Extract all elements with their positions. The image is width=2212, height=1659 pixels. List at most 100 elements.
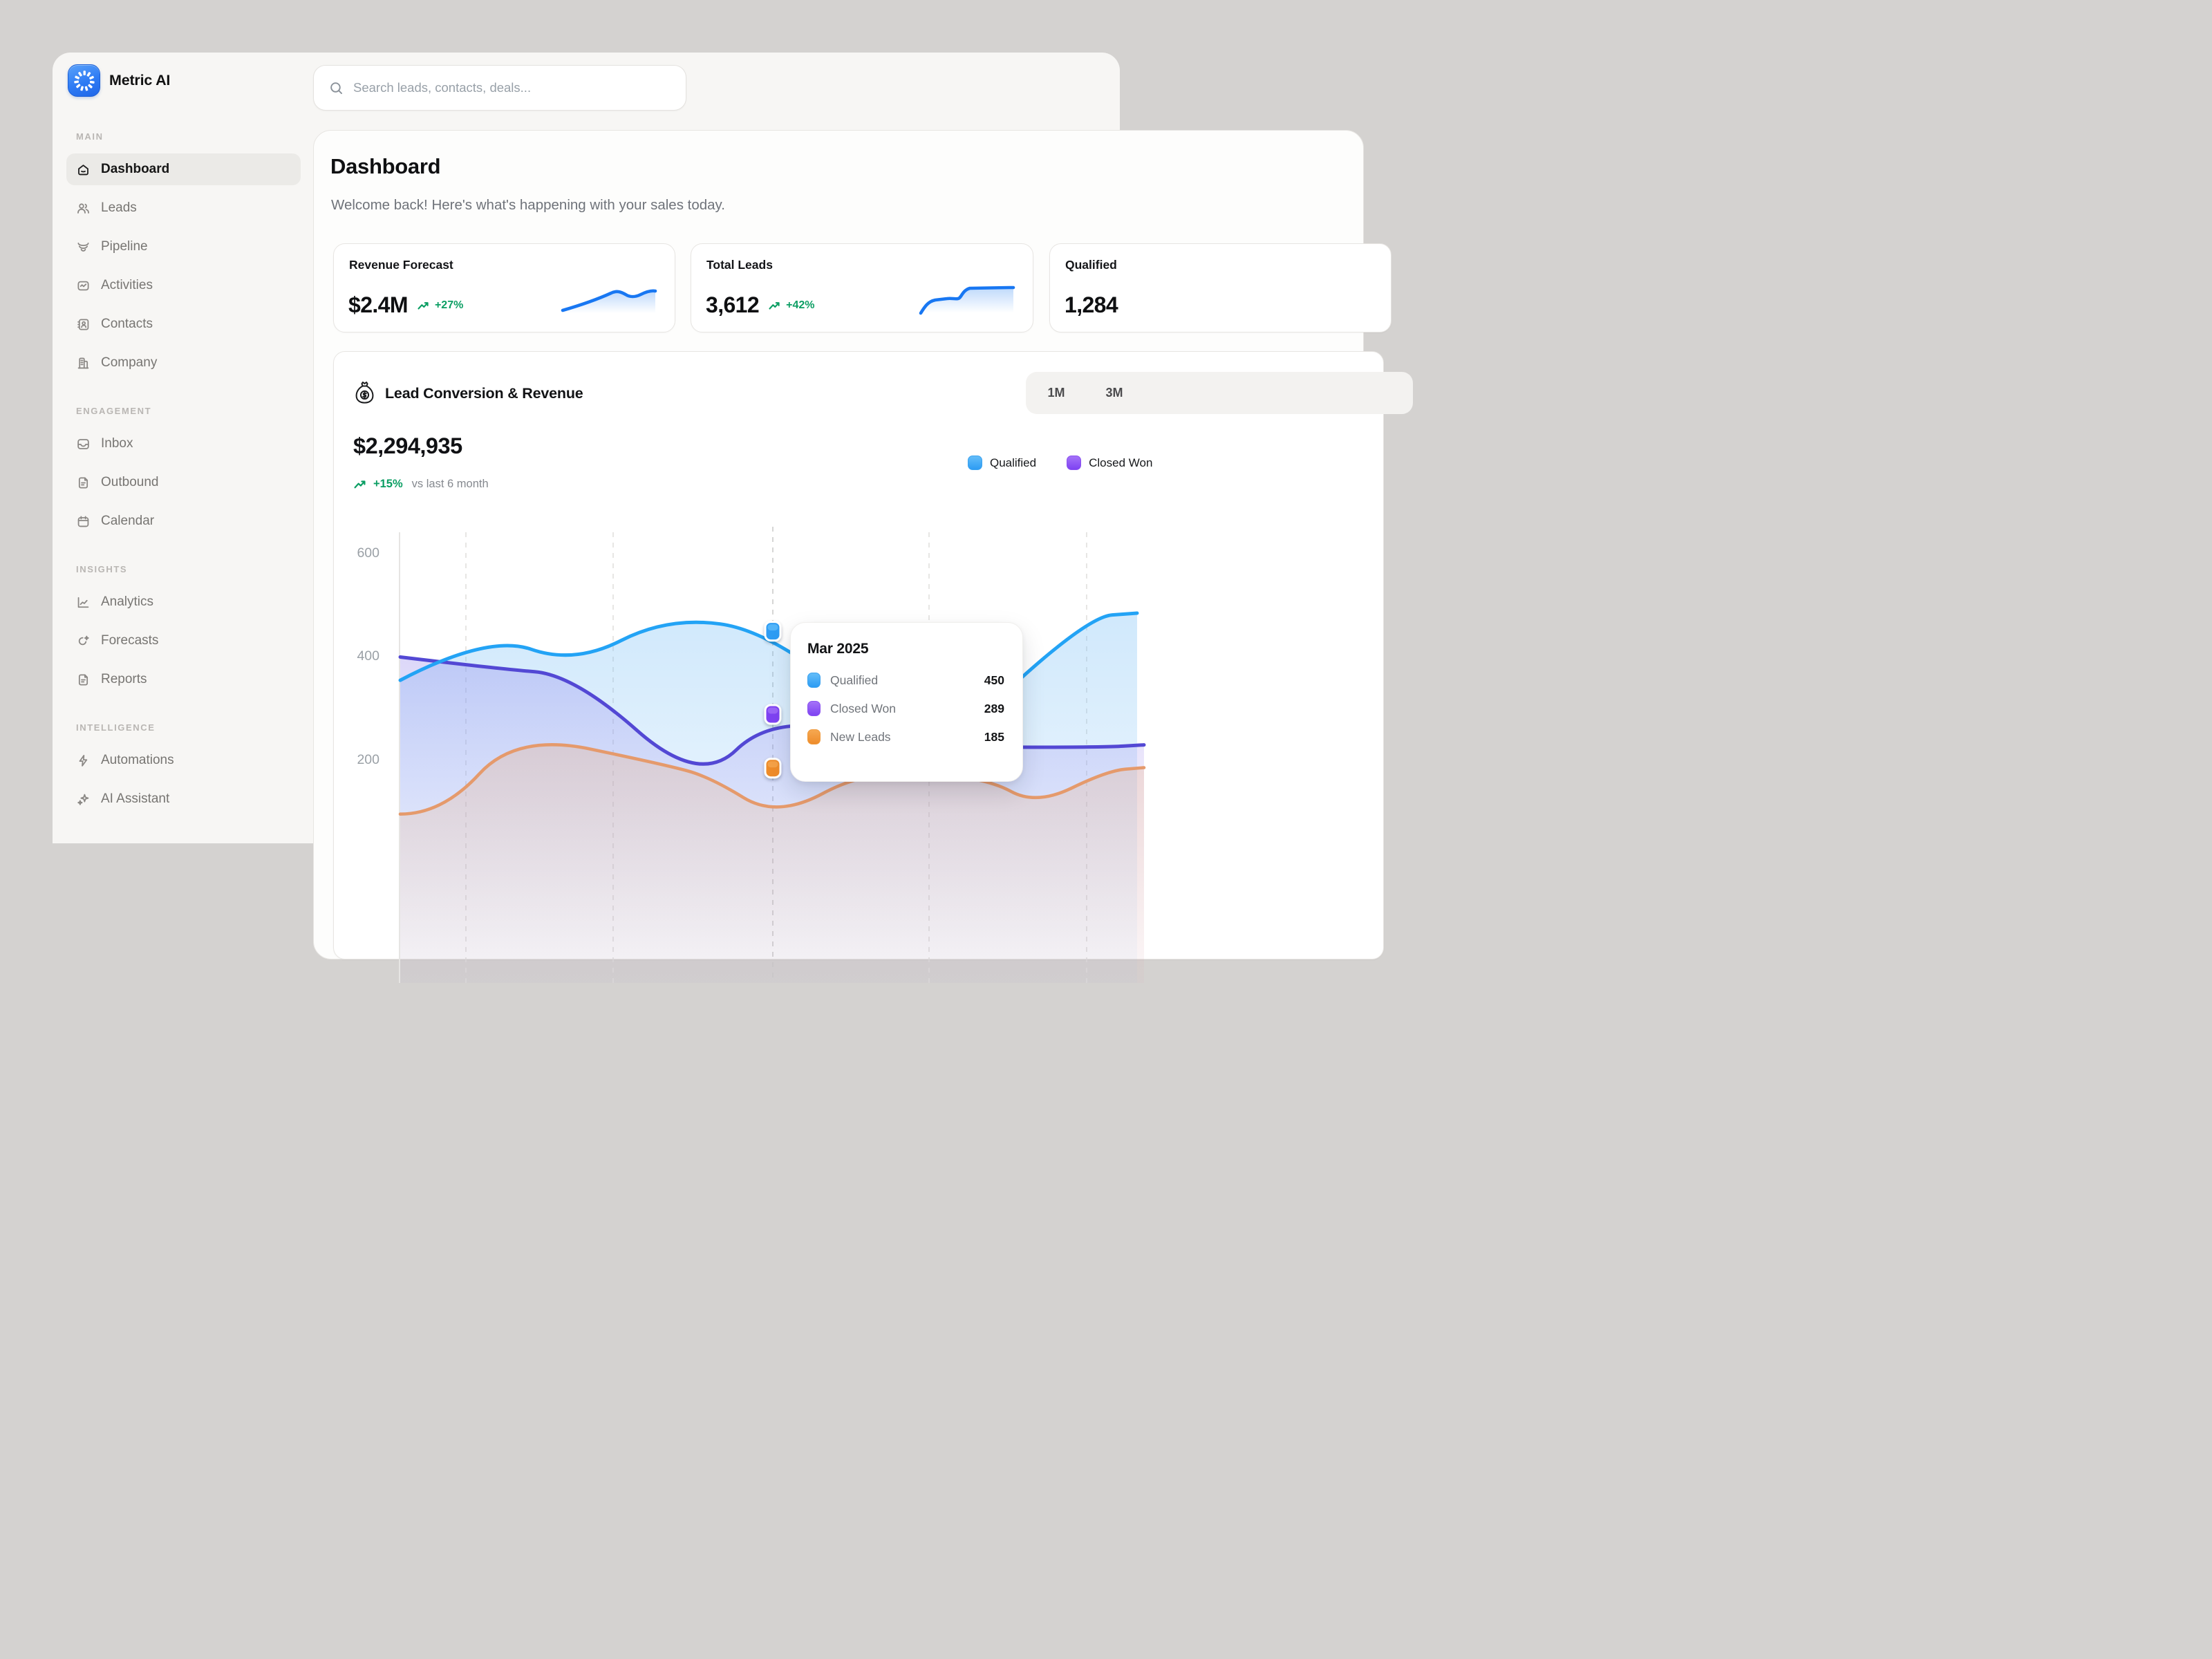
y-axis-label: 400 [357,648,379,664]
doc-lines-icon [76,476,91,490]
kpi-value: 1,284 [1065,292,1118,317]
chart-delta: +15% [373,478,403,490]
tooltip-series-label: Closed Won [830,701,897,715]
chart-legend: Qualified Closed Won [968,456,1152,470]
sidebar-item-leads[interactable]: Leads [66,192,301,224]
sidebar-item-label: Company [101,355,158,370]
kpi-title: Revenue Forecast [349,258,453,272]
sidebar-item-inbox[interactable]: Inbox [66,428,301,460]
nav-section-engagement: ENGAGEMENT Inbox Outbound Calendar [66,406,301,537]
legend-swatch-icon [968,456,982,470]
search-bar[interactable] [313,65,686,111]
brand-name: Metric AI [109,72,171,88]
sidebar-item-label: Inbox [101,436,133,451]
doc-lines-icon [76,673,91,687]
legend-label: Qualified [990,456,1037,469]
calendar-icon [76,514,91,529]
tooltip-row-qualified: Qualified 450 [807,673,1004,688]
bolt-icon [76,753,91,768]
kpi-card-total-leads: Total Leads 3,612 +42% [691,243,1033,332]
page-subtitle: Welcome back! Here's what's happening wi… [331,197,725,213]
sidebar-item-dashboard[interactable]: Dashboard [66,153,301,185]
range-button-3m[interactable]: 3M [1089,377,1140,409]
dashboard-panel: Dashboard Welcome back! Here's what's ha… [313,130,1413,983]
sidebar-item-ai-assistant[interactable]: AI Assistant [66,783,301,815]
chart-tooltip: Mar 2025 Qualified 450 Closed Won 289 New Le… [790,622,1023,782]
sidebar-item-reports[interactable]: Reports [66,664,301,695]
funnel-icon [76,240,91,254]
trend-up-icon [769,301,780,310]
sidebar-item-label: Outbound [101,475,159,489]
series-swatch-icon [807,673,821,688]
kpi-value: 3,612 [706,292,760,317]
search-input[interactable] [353,80,671,95]
kpi-title: Total Leads [706,258,773,272]
chart-delta-note: vs last 6 month [411,478,489,490]
contact-book-icon [76,317,91,332]
trend-up-icon [354,480,366,489]
series-swatch-icon [807,729,821,744]
sidebar-item-analytics[interactable]: Analytics [66,586,301,618]
kpi-sparkline [919,285,1015,317]
sidebar-item-label: Calendar [101,514,155,528]
sidebar-item-forecasts[interactable]: Forecasts [66,625,301,657]
nav-section-intelligence: INTELLIGENCE Automations AI Assistant [66,722,301,815]
tooltip-row-closed-won: Closed Won 289 [807,701,1004,716]
sidebar-item-label: Leads [101,200,137,215]
building-icon [76,356,91,371]
sidebar-item-contacts[interactable]: Contacts [66,308,301,340]
sidebar-item-label: Contacts [101,317,153,331]
legend-label: Closed Won [1089,456,1153,469]
sidebar: Metric AI MAIN Dashboard Leads Pipeline Acti… [53,53,313,843]
chart-delta-row: +15% vs last 6 month [354,478,489,491]
kpi-card-revenue-forecast: Revenue Forecast $2.4M +27% [333,243,675,332]
time-range-switcher: 1M 3M [1026,372,1413,414]
sidebar-item-pipeline[interactable]: Pipeline [66,231,301,263]
search-icon [330,82,343,94]
section-label-main: MAIN [76,131,104,142]
metric-ai-logo-icon [68,64,100,97]
crystal-ball-icon [76,634,91,648]
legend-item-qualified[interactable]: Qualified [968,456,1036,470]
sidebar-item-label: Reports [101,672,147,686]
chart-header: Lead Conversion & Revenue [354,381,583,406]
brand: Metric AI [68,64,301,97]
money-bag-icon [355,382,374,404]
activity-icon [76,279,91,293]
chart-plot-area[interactable]: 600 400 200 Mar 2025 Qualified 450 Closed Wo… [334,527,1385,983]
tooltip-series-label: Qualified [830,673,879,687]
kpi-title: Qualified [1065,258,1117,272]
kpi-delta: +27% [418,299,463,312]
nav-section-insights: INSIGHTS Analytics Forecasts Reports [66,564,301,695]
kpi-value: $2.4M [348,292,409,317]
trend-up-icon [418,301,429,310]
page-title: Dashboard [330,154,441,178]
sidebar-item-activities[interactable]: Activities [66,270,301,301]
sidebar-item-label: Activities [101,278,153,292]
y-axis-label: 600 [357,545,379,561]
sparkles-icon [76,792,91,807]
kpi-sparkline [561,289,657,317]
tooltip-series-value: 450 [984,673,1004,687]
spinner-burst-icon [73,70,95,91]
section-label-engagement: ENGAGEMENT [76,406,152,416]
sidebar-item-automations[interactable]: Automations [66,744,301,776]
tooltip-series-value: 185 [984,729,1004,744]
section-label-insights: INSIGHTS [76,564,128,574]
legend-item-closed-won[interactable]: Closed Won [1067,456,1152,470]
nav-section-main: MAIN Dashboard Leads Pipeline Activities Cont… [66,131,301,379]
sidebar-item-label: AI Assistant [101,791,170,806]
users-icon [76,201,91,216]
y-axis-label: 200 [357,752,379,767]
section-label-intelligence: INTELLIGENCE [76,722,156,733]
home-icon [76,162,91,177]
sidebar-item-company[interactable]: Company [66,347,301,379]
tooltip-rows: Qualified 450 Closed Won 289 New Leads 185 [807,673,1004,744]
chart-title: Lead Conversion & Revenue [385,384,583,402]
sidebar-item-calendar[interactable]: Calendar [66,505,301,537]
range-button-1m[interactable]: 1M [1031,377,1082,409]
kpi-card-qualified: Qualified 1,284 [1049,243,1391,332]
tooltip-series-label: New Leads [830,729,891,744]
chart-total-value: $2,294,935 [353,433,462,458]
sidebar-item-outbound[interactable]: Outbound [66,467,301,498]
